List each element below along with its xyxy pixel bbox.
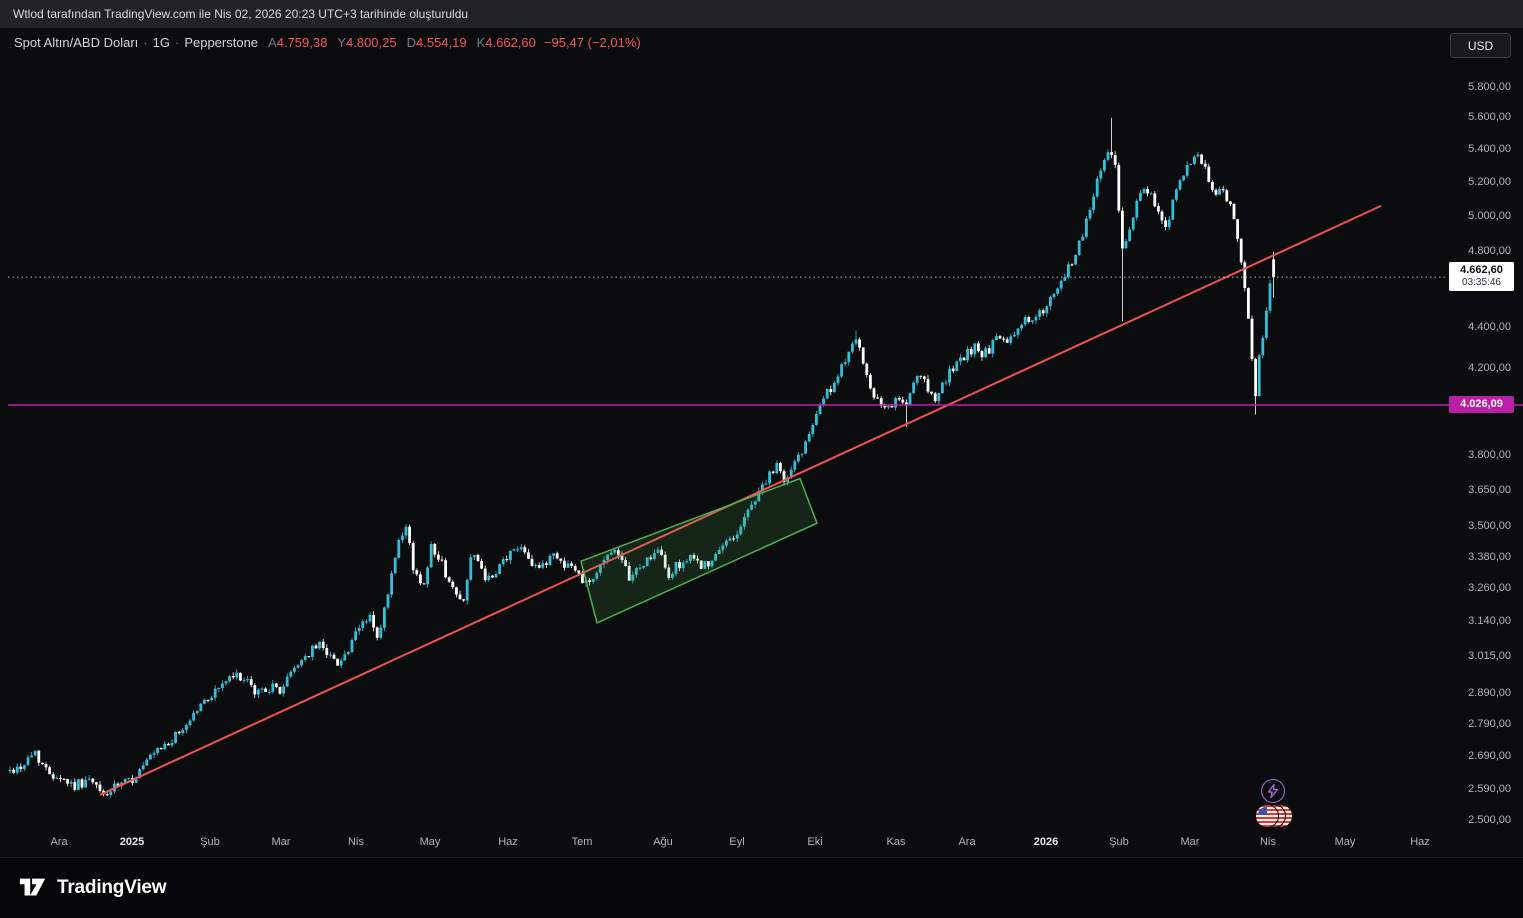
close-value: 4.662,60 bbox=[485, 35, 536, 50]
attribution-text: Wtlod tarafından TradingView.com ile Nis… bbox=[13, 7, 469, 21]
lightning-icon[interactable] bbox=[1261, 779, 1285, 803]
open-value: 4.759,38 bbox=[276, 35, 328, 50]
open-label: A bbox=[268, 35, 277, 50]
low-label: D bbox=[406, 35, 416, 50]
provider[interactable]: Pepperstone bbox=[184, 35, 259, 50]
candles-layer bbox=[8, 117, 1275, 798]
tradingview-logo-icon bbox=[19, 878, 46, 896]
bar-countdown: 03:35:46 bbox=[1462, 277, 1501, 289]
tradingview-logo-text: TradingView bbox=[57, 877, 167, 898]
low-value: 4.554,19 bbox=[416, 35, 467, 50]
flag-icon bbox=[1255, 804, 1279, 828]
flag-icons[interactable] bbox=[1255, 804, 1295, 828]
legend-separator: · bbox=[174, 35, 180, 50]
current-price-label: 4.662,60 03:35:46 bbox=[1449, 262, 1514, 292]
currency-toggle-button[interactable]: USD bbox=[1450, 33, 1511, 58]
symbol-name[interactable]: Spot Altın/ABD Doları bbox=[14, 35, 139, 50]
current-price-value: 4.662,60 bbox=[1460, 264, 1503, 277]
horizontal-line-price-label: 4.026,09 bbox=[1449, 396, 1514, 414]
tradingview-logo[interactable]: TradingView bbox=[18, 875, 167, 901]
change-value: −95,47 (−2,01%) bbox=[543, 35, 641, 50]
footer: TradingView bbox=[0, 857, 1523, 918]
close-label: K bbox=[476, 35, 486, 50]
high-label: Y bbox=[337, 35, 346, 50]
legend-separator: · bbox=[143, 35, 148, 50]
attribution-bar: Wtlod tarafından TradingView.com ile Nis… bbox=[0, 0, 1523, 28]
timeframe[interactable]: 1G bbox=[152, 35, 170, 50]
high-value: 4.800,25 bbox=[346, 35, 397, 50]
parallel-channel[interactable] bbox=[580, 477, 818, 624]
symbol-legend: Spot Altın/ABD Doları · 1G · Pepperstone A4.7… bbox=[14, 35, 641, 50]
